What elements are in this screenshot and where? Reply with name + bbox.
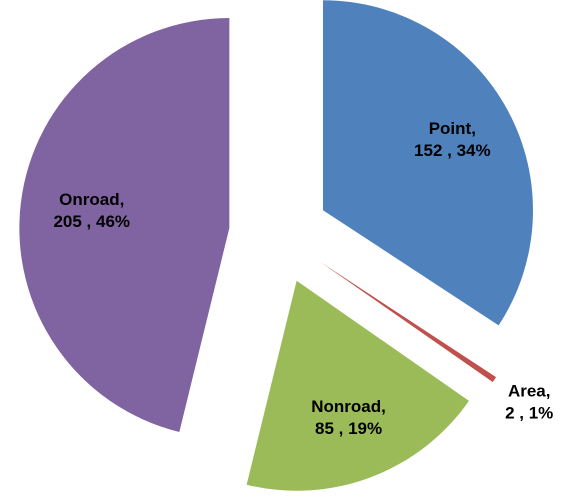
slice-value-label: 85 , 19% [315, 419, 382, 438]
slice-value-label: 2 , 1% [505, 404, 553, 423]
pie-slice [322, 0, 533, 326]
slice-category-label: Nonroad, [311, 397, 386, 416]
slice-category-label: Onroad, [59, 190, 124, 209]
slice-value-label: 205 , 46% [53, 212, 130, 231]
slice-value-label: 152 , 34% [414, 141, 491, 160]
slice-category-label: Area, [508, 382, 551, 401]
pie-slice [19, 18, 230, 432]
pie-slice [246, 280, 469, 491]
slice-category-label: Point, [429, 119, 476, 138]
pie-slice [320, 261, 497, 383]
